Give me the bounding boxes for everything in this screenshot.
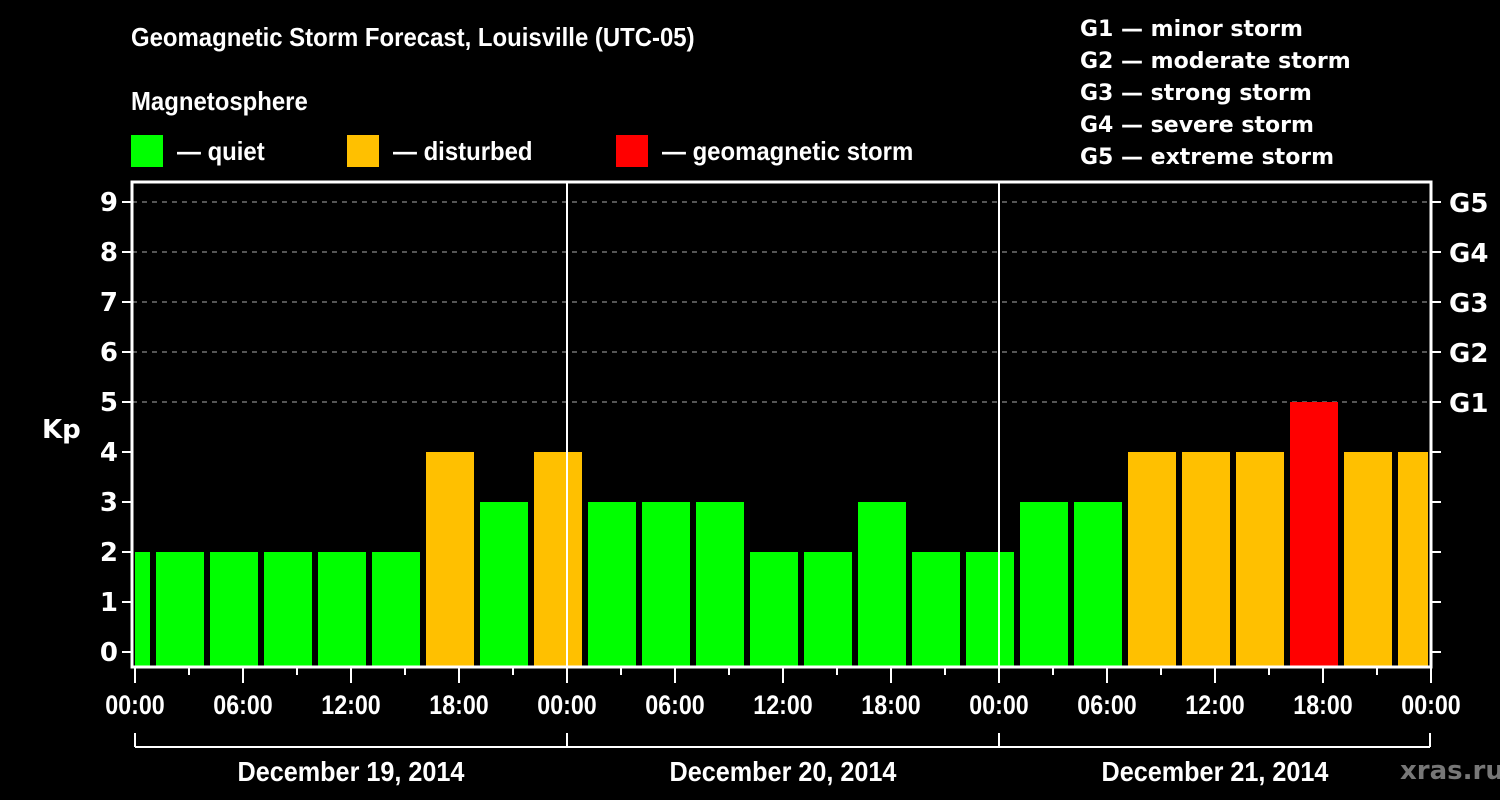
kp-bar <box>912 552 960 667</box>
x-tick-label: 18:00 <box>861 690 920 720</box>
kp-bar <box>588 502 636 667</box>
g3-item: G3 — strong storm <box>1080 81 1312 106</box>
legend-heading: Magnetosphere <box>131 86 308 116</box>
g1-item: G1 — minor storm <box>1080 17 1303 42</box>
x-tick-label: 00:00 <box>969 690 1028 720</box>
x-tick-label: 12:00 <box>753 690 812 720</box>
quiet-swatch-icon <box>131 135 163 167</box>
x-tick-label: 12:00 <box>1185 690 1244 720</box>
x-tick-label: 06:00 <box>1077 690 1136 720</box>
kp-bar <box>696 502 744 667</box>
x-tick-label: 06:00 <box>645 690 704 720</box>
kp-bar <box>804 552 852 667</box>
y-tick-label: 0 <box>100 638 118 668</box>
kp-bar <box>1398 452 1428 667</box>
disturbed-swatch-icon <box>347 135 379 167</box>
x-tick-label: 18:00 <box>429 690 488 720</box>
g5-item: G5 — extreme storm <box>1080 145 1335 170</box>
y-tick-label: 1 <box>100 588 118 618</box>
y-tick-label: 4 <box>100 438 118 468</box>
x-tick-label: 00:00 <box>1401 690 1460 720</box>
kp-bar <box>858 502 906 667</box>
kp-bar <box>534 452 582 667</box>
y-tick-label: 2 <box>100 538 118 568</box>
g-level-label: G4 <box>1449 239 1488 269</box>
kp-bar <box>1182 452 1230 667</box>
date-label: December 20, 2014 <box>670 756 897 788</box>
kp-bar <box>372 552 420 667</box>
x-tick-label: 00:00 <box>537 690 596 720</box>
g-level-label: G1 <box>1449 389 1488 419</box>
watermark: xras.ru <box>1400 756 1500 786</box>
g-level-label: G5 <box>1449 189 1488 219</box>
kp-bar <box>264 552 312 667</box>
x-tick-label: 06:00 <box>213 690 272 720</box>
kp-bar <box>1236 452 1284 667</box>
kp-bar <box>750 552 798 667</box>
kp-bar <box>210 552 258 667</box>
kp-bar <box>1074 502 1122 667</box>
storm-swatch-icon <box>616 135 648 167</box>
plot-frame <box>130 180 1433 669</box>
x-tick-label: 18:00 <box>1293 690 1352 720</box>
y-tick-label: 9 <box>100 188 118 218</box>
legend-storm: — geomagnetic storm <box>616 134 935 168</box>
y-axis-label: Kp <box>42 415 81 445</box>
g-scale-list: G1 — minor storm G2 — moderate storm G3 … <box>1080 14 1351 174</box>
kp-bar <box>1128 452 1176 667</box>
chart-title: Geomagnetic Storm Forecast, Louisville (… <box>131 22 695 52</box>
kp-bar <box>480 502 528 667</box>
g-level-label: G3 <box>1449 289 1488 319</box>
legend-disturbed: — disturbed <box>347 134 545 168</box>
kp-bar <box>135 552 150 667</box>
legend-quiet: — quiet <box>131 134 272 168</box>
g-level-label: G2 <box>1449 339 1488 369</box>
x-tick-label: 12:00 <box>321 690 380 720</box>
kp-bar <box>318 552 366 667</box>
g4-item: G4 — severe storm <box>1080 113 1314 138</box>
date-label: December 19, 2014 <box>238 756 465 788</box>
kp-bar <box>642 502 690 667</box>
y-tick-label: 7 <box>100 288 118 318</box>
date-label: December 21, 2014 <box>1102 756 1329 788</box>
y-tick-label: 5 <box>100 388 118 418</box>
y-tick-label: 6 <box>100 338 118 368</box>
kp-bar <box>1344 452 1392 667</box>
y-tick-label: 8 <box>100 238 118 268</box>
kp-bar <box>966 552 1014 667</box>
y-tick-label: 3 <box>100 488 118 518</box>
kp-bar <box>426 452 474 667</box>
x-tick-label: 00:00 <box>105 690 164 720</box>
kp-bar <box>156 552 204 667</box>
g2-item: G2 — moderate storm <box>1080 49 1351 74</box>
kp-bar <box>1290 402 1338 667</box>
kp-bar <box>1020 502 1068 667</box>
